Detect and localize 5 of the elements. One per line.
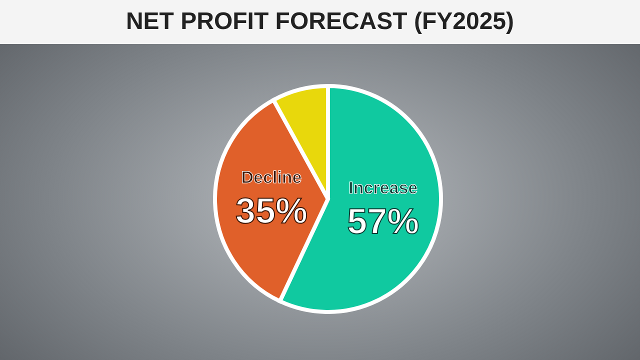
chart-title: NET PROFIT FORECAST (FY2025) — [126, 8, 514, 36]
data-label: 57% — [347, 200, 420, 242]
data-label: 35% — [235, 190, 308, 231]
slice-label: Decline — [241, 168, 302, 187]
slice-label: Increase — [348, 178, 418, 198]
